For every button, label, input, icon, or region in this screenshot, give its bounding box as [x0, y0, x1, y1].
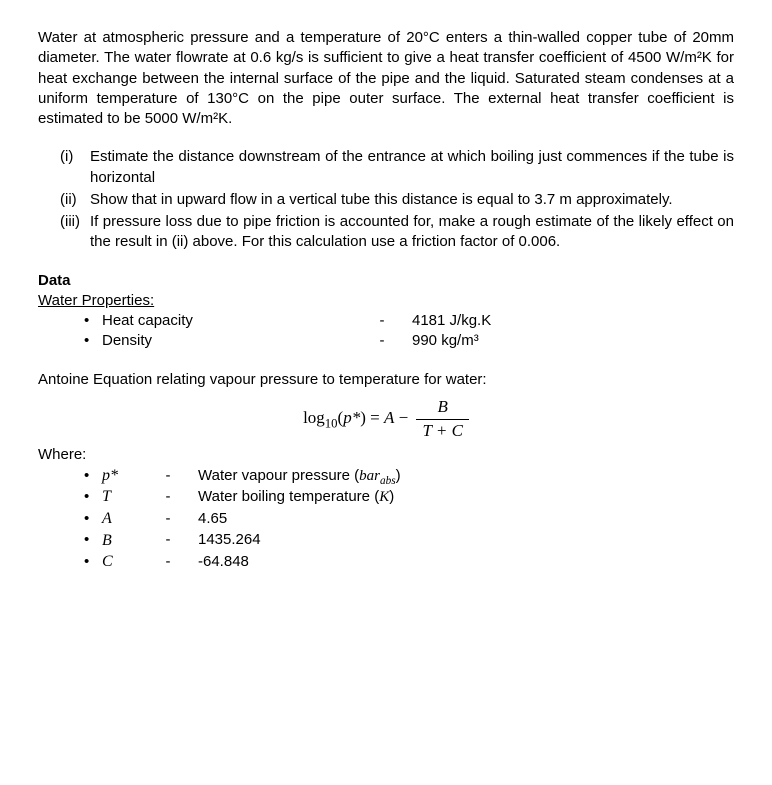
question-number: (i) — [60, 147, 90, 188]
question-number: (iii) — [60, 212, 90, 253]
symbol-row: • p* - Water vapour pressure (barabs) — [84, 465, 734, 487]
equation-numerator: B — [416, 396, 468, 420]
symbol-list: • p* - Water vapour pressure (barabs) • … — [38, 465, 734, 573]
separator-dash: - — [138, 487, 198, 507]
bullet-icon: • — [84, 466, 102, 486]
bullet-icon: • — [84, 487, 102, 507]
separator-dash: - — [138, 509, 198, 529]
symbol-definition: 4.65 — [198, 509, 734, 529]
bullet-icon: • — [84, 530, 102, 550]
data-heading: Data — [38, 271, 734, 291]
separator-dash: - — [138, 530, 198, 550]
symbol-definition: Water boiling temperature (K) — [198, 487, 734, 507]
property-value: 4181 J/kg.K — [412, 311, 734, 331]
symbol-row: • C - -64.848 — [84, 551, 734, 573]
equation-denominator: T + C — [416, 420, 468, 443]
symbol-definition: 1435.264 — [198, 530, 734, 550]
bullet-icon: • — [84, 509, 102, 529]
where-heading: Where: — [38, 445, 734, 465]
property-list: • Heat capacity - 4181 J/kg.K • Density … — [38, 311, 734, 352]
separator-dash: - — [352, 311, 412, 331]
antoine-intro: Antoine Equation relating vapour pressur… — [38, 370, 734, 390]
symbol-definition: Water vapour pressure (barabs) — [198, 466, 734, 486]
property-value: 990 kg/m³ — [412, 331, 734, 351]
question-list: (i) Estimate the distance downstream of … — [38, 147, 734, 252]
question-number: (ii) — [60, 190, 90, 210]
separator-dash: - — [138, 466, 198, 486]
symbol-row: • B - 1435.264 — [84, 530, 734, 552]
question-item: (ii) Show that in upward flow in a verti… — [60, 190, 734, 210]
symbol: C — [102, 551, 138, 573]
question-item: (iii) If pressure loss due to pipe frict… — [60, 212, 734, 253]
property-row: • Density - 990 kg/m³ — [84, 331, 734, 351]
symbol: p* — [102, 465, 138, 487]
separator-dash: - — [138, 552, 198, 572]
property-name: Heat capacity — [102, 311, 352, 331]
question-text: Show that in upward flow in a vertical t… — [90, 190, 734, 210]
symbol: A — [102, 508, 138, 530]
problem-statement: Water at atmospheric pressure and a temp… — [38, 28, 734, 129]
bullet-icon: • — [84, 331, 102, 351]
symbol-row: • A - 4.65 — [84, 508, 734, 530]
bullet-icon: • — [84, 552, 102, 572]
symbol: T — [102, 486, 138, 508]
symbol-row: • T - Water boiling temperature (K) — [84, 486, 734, 508]
separator-dash: - — [352, 331, 412, 351]
symbol: B — [102, 530, 138, 552]
symbol-definition: -64.848 — [198, 552, 734, 572]
question-text: Estimate the distance downstream of the … — [90, 147, 734, 188]
question-item: (i) Estimate the distance downstream of … — [60, 147, 734, 188]
property-row: • Heat capacity - 4181 J/kg.K — [84, 311, 734, 331]
bullet-icon: • — [84, 311, 102, 331]
water-properties-heading: Water Properties: — [38, 291, 734, 311]
question-text: If pressure loss due to pipe friction is… — [90, 212, 734, 253]
antoine-equation: log10(p*) = A − B T + C — [38, 396, 734, 443]
property-name: Density — [102, 331, 352, 351]
